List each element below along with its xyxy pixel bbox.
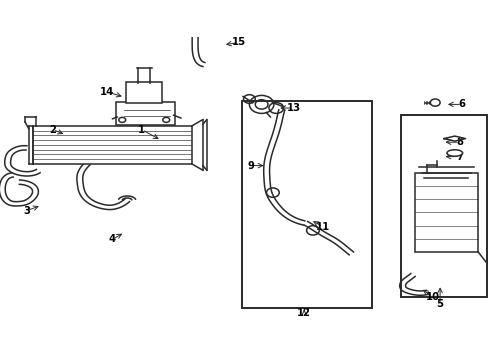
Text: 11: 11 <box>315 222 329 232</box>
Text: 10: 10 <box>425 292 439 302</box>
Text: 8: 8 <box>455 137 462 147</box>
Text: 6: 6 <box>458 99 465 109</box>
FancyBboxPatch shape <box>116 102 175 125</box>
Text: 2: 2 <box>49 125 56 135</box>
Text: 5: 5 <box>436 299 443 309</box>
Text: 14: 14 <box>99 87 114 97</box>
Bar <box>400 115 486 297</box>
Text: 4: 4 <box>109 234 116 244</box>
Ellipse shape <box>446 150 462 156</box>
Text: 7: 7 <box>455 152 462 162</box>
Bar <box>33 126 191 164</box>
FancyBboxPatch shape <box>126 82 162 103</box>
Text: 15: 15 <box>231 37 245 48</box>
Bar <box>414 173 477 252</box>
Text: 12: 12 <box>297 308 310 318</box>
Text: 9: 9 <box>247 161 254 171</box>
Text: 3: 3 <box>23 206 30 216</box>
Bar <box>242 101 371 308</box>
Text: 1: 1 <box>138 125 145 135</box>
Text: 13: 13 <box>286 103 300 113</box>
